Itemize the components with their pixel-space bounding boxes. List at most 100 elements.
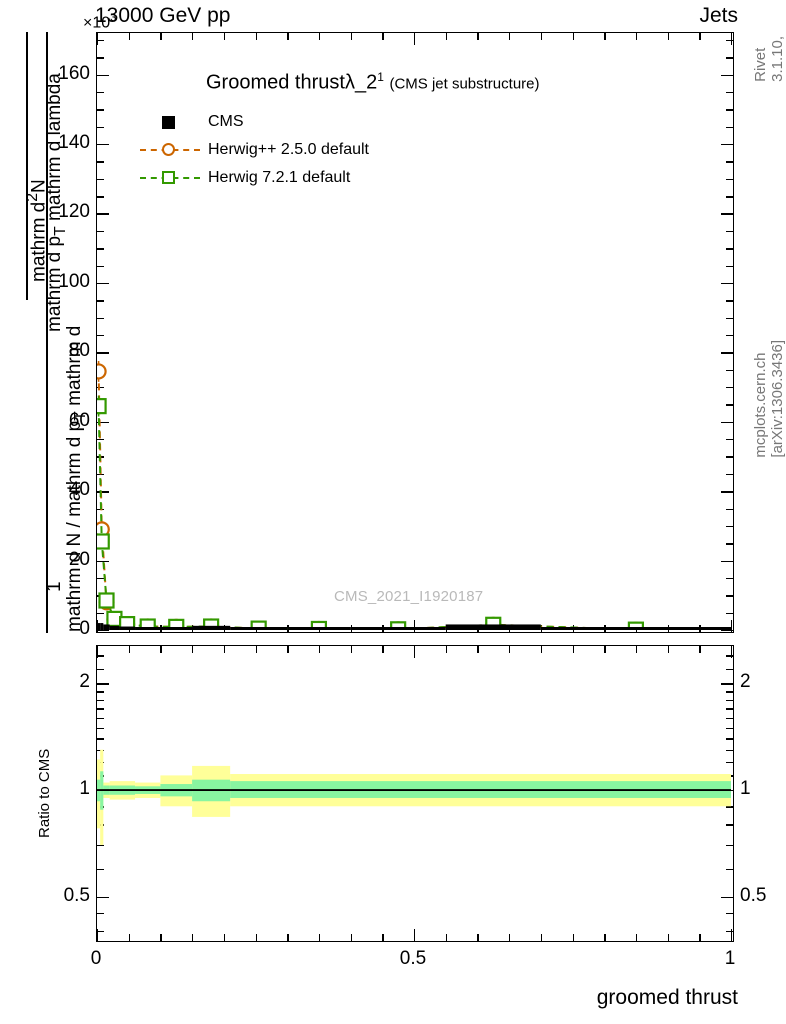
axis-tick: [726, 439, 733, 441]
axis-tick: [97, 868, 104, 871]
axis-tick: [97, 683, 109, 685]
axis-tick: [509, 646, 511, 653]
cms-data-bin: [97, 623, 101, 630]
axis-tick: [726, 525, 733, 528]
axis-tick: [97, 196, 104, 198]
data-point-marker: [139, 618, 156, 630]
axis-tick: [192, 33, 194, 40]
axis-tick: [726, 387, 733, 389]
axis-tick: [726, 508, 733, 510]
y-tick-label: 100: [58, 270, 90, 292]
axis-tick: [726, 196, 733, 198]
axis-tick: [721, 213, 733, 215]
x-tick-label: 1: [724, 948, 736, 969]
axis-tick: [604, 646, 606, 653]
axis-tick: [721, 683, 733, 685]
rivet-version-text: Rivet 3.1.10, ≥ 300k events: [752, 36, 786, 82]
axis-tick: [97, 931, 104, 933]
data-point-marker: [98, 592, 115, 609]
y-tick-label: 20: [68, 548, 90, 570]
cms-data-bin: [119, 626, 136, 630]
axis-tick: [223, 646, 226, 653]
title-paren: (CMS jet substructure): [389, 75, 540, 93]
axis-tick: [726, 473, 733, 476]
y-scale-prefix: ×10: [83, 14, 111, 32]
axis-tick: [97, 213, 109, 215]
axis-tick: [445, 934, 448, 941]
axis-tick: [97, 352, 109, 354]
axis-tick: [726, 868, 733, 871]
axis-tick: [97, 896, 109, 899]
axis-tick: [445, 33, 448, 40]
axis-tick: [97, 248, 104, 250]
axis-tick: [572, 646, 574, 653]
axis-tick: [721, 560, 733, 562]
cms-data-bin: [135, 627, 161, 630]
main-y-tick-labels: 0 20 40 60 80 100 120 140 160: [40, 32, 90, 639]
axis-tick: [540, 934, 543, 941]
axis-tick: [414, 929, 416, 941]
axis-tick: [667, 33, 669, 40]
axis-tick: [128, 33, 131, 40]
axis-tick: [726, 456, 733, 458]
legend-item-herwig7[interactable]: Herwig 7.2.1 default: [140, 164, 369, 192]
cms-data-bin: [109, 625, 120, 630]
legend-label-herwigpp: Herwig++ 2.5.0 default: [208, 141, 369, 158]
axis-tick: [445, 646, 448, 653]
axis-tick: [97, 646, 99, 658]
axis-tick: [223, 934, 226, 941]
axis-tick: [726, 317, 733, 319]
y-tick-label: 80: [68, 340, 90, 362]
axis-tick: [255, 646, 257, 653]
legend-item-herwigpp[interactable]: Herwig++ 2.5.0 default: [140, 136, 369, 164]
axis-tick: [721, 144, 733, 146]
axis-tick: [726, 708, 733, 710]
axis-tick: [477, 33, 479, 40]
axis-tick: [540, 33, 543, 40]
axis-tick: [160, 934, 162, 941]
mcplots-reference-text: mcplots.cern.ch [arXiv:1306.3436]: [752, 339, 786, 458]
data-point-marker: [97, 363, 107, 380]
axis-tick: [223, 33, 226, 40]
title-main: Groomed thrust: [206, 71, 345, 94]
axis-tick: [97, 491, 109, 493]
legend: CMS Herwig++ 2.5.0 default Herwig 7.2.1 …: [140, 108, 369, 192]
axis-tick: [128, 934, 131, 941]
ratio-y-tick-label: 2: [740, 671, 751, 693]
axis-tick: [97, 144, 109, 146]
axis-tick: [721, 896, 733, 899]
axis-tick: [97, 92, 104, 94]
cms-data-bin: [160, 627, 193, 630]
main-plot-frame: [96, 32, 734, 633]
legend-item-cms[interactable]: CMS: [140, 108, 369, 136]
axis-tick: [726, 806, 733, 808]
axis-tick: [97, 109, 104, 111]
axis-tick: [97, 33, 99, 45]
axis-tick: [97, 421, 109, 424]
y-scale-exponent: 3: [110, 12, 117, 24]
axis-tick: [699, 646, 701, 653]
axis-tick: [97, 387, 104, 389]
axis-tick: [726, 931, 733, 933]
data-point-marker: [168, 618, 185, 630]
axis-tick: [97, 473, 104, 476]
y-tick-label: 140: [58, 132, 90, 154]
cms-data-bin: [192, 625, 231, 630]
axis-tick: [97, 317, 104, 319]
axis-tick: [721, 491, 733, 493]
axis-tick: [287, 646, 289, 653]
axis-tick: [382, 934, 384, 941]
ratio-y-tick-label: 0.5: [740, 884, 767, 906]
data-point-marker: [97, 533, 110, 550]
axis-tick: [699, 33, 701, 40]
axis-tick: [255, 934, 257, 941]
axis-tick: [726, 655, 733, 657]
fraction-bar: [46, 32, 48, 633]
axis-tick: [731, 929, 733, 941]
y-tick-label: 120: [58, 201, 90, 223]
axis-tick: [726, 39, 733, 42]
axis-tick: [726, 668, 733, 671]
y-tick-label: 160: [58, 62, 90, 84]
cms-data-bin: [540, 627, 731, 630]
axis-tick: [350, 646, 352, 653]
